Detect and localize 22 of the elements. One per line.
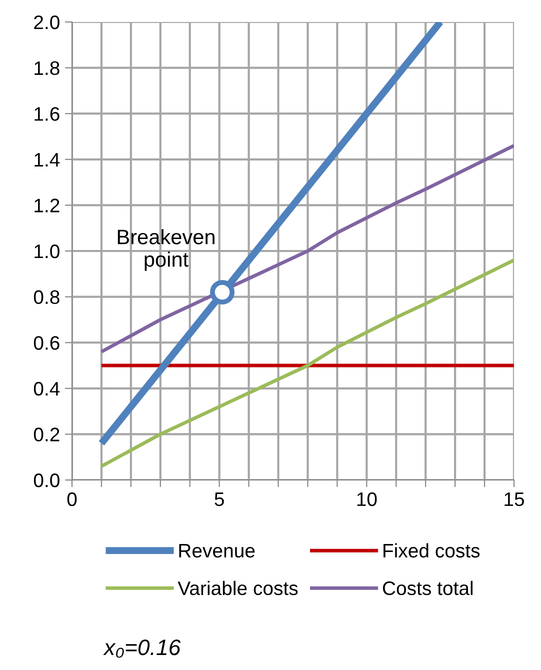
y-tick-label: 1.0 xyxy=(34,244,60,258)
legend-label: Revenue xyxy=(179,544,255,558)
y-tick-label: 0.4 xyxy=(34,382,60,396)
x-tick-label: 5 xyxy=(214,492,224,506)
legend-label: Variable costs xyxy=(178,580,298,596)
y-tick-label: 1.2 xyxy=(34,198,60,212)
x-tick-label: 10 xyxy=(357,492,377,506)
text: x₀=0.16 xyxy=(103,639,181,658)
y-tick-label: 1.6 xyxy=(34,107,60,121)
y-tick-label: 1.8 xyxy=(34,61,60,76)
annotation: Breakeven point xyxy=(118,229,214,271)
legend-label: Costs total xyxy=(382,580,473,596)
legend-label: Fixed costs xyxy=(384,543,480,558)
y-tick-label: 0.6 xyxy=(34,336,60,350)
y-tick-label: 0.2 xyxy=(34,428,60,442)
y-tick-label: 0.0 xyxy=(34,473,60,488)
x-tick-label: 15 xyxy=(504,492,524,506)
y-tick-label: 0.8 xyxy=(34,290,60,304)
y-tick-label: 2.0 xyxy=(34,15,60,30)
x-tick-label: 0 xyxy=(67,492,77,506)
y-tick-label: 1.4 xyxy=(34,153,60,166)
line-series xyxy=(100,144,514,354)
